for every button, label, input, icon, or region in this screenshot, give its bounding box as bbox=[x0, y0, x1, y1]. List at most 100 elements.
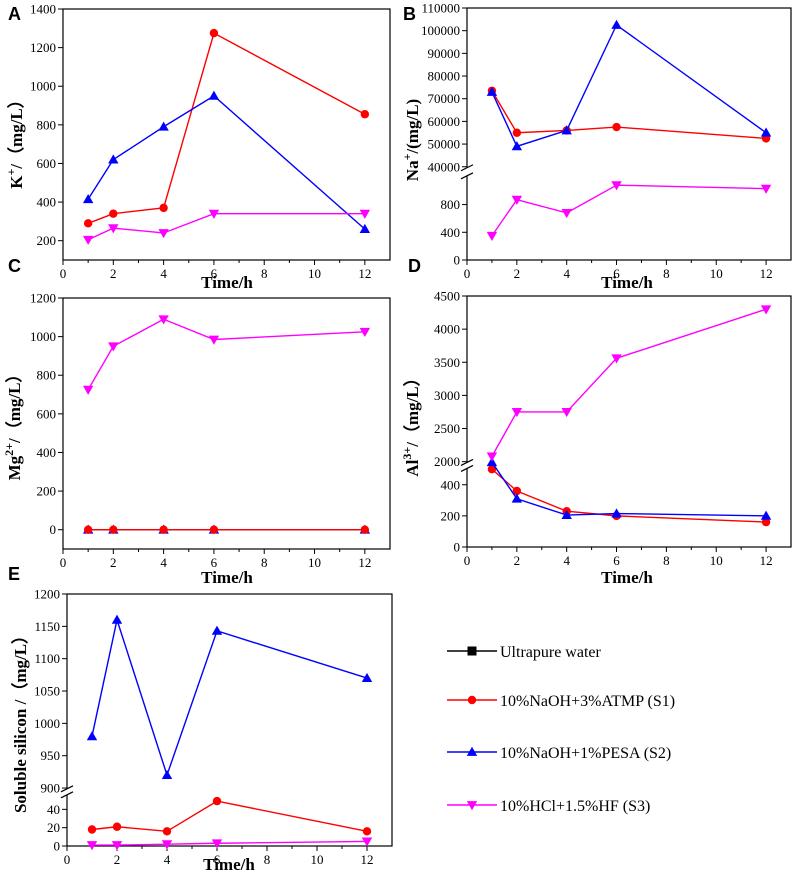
series-line-s2 bbox=[87, 95, 366, 230]
x-tick-label: 8 bbox=[663, 553, 670, 568]
x-axis-label: Time/h bbox=[203, 855, 255, 874]
series-line-s3 bbox=[87, 318, 365, 391]
legend-marker bbox=[467, 646, 477, 656]
y-axis-label: Na+/(mg/L) bbox=[400, 99, 422, 181]
y-tick-label: 400 bbox=[37, 195, 57, 210]
x-tick-label: 10 bbox=[311, 852, 324, 867]
x-tick-label: 6 bbox=[613, 266, 620, 281]
data-point-s3 bbox=[359, 327, 371, 337]
series-line-s1 bbox=[87, 32, 366, 224]
legend: Ultrapure water 10%NaOH+3%ATMP (S1) 10%NaO… bbox=[447, 644, 675, 815]
data-point-s3 bbox=[111, 841, 123, 851]
y-tick-label: 1400 bbox=[30, 2, 56, 17]
legend-marker bbox=[466, 746, 478, 756]
y-tick-label: 70000 bbox=[428, 91, 461, 106]
plot-frame bbox=[466, 7, 792, 261]
y-tick-label: 600 bbox=[37, 156, 57, 171]
x-tick-label: 10 bbox=[308, 266, 321, 281]
y-tick-label: 950 bbox=[41, 748, 61, 763]
x-tick-label: 12 bbox=[361, 852, 374, 867]
legend-item-s2: 10%NaOH+1%PESA (S2) bbox=[447, 745, 671, 762]
legend-label: 10%NaOH+3%ATMP (S1) bbox=[500, 693, 675, 710]
data-point-s1 bbox=[109, 525, 118, 534]
series-line-s1 bbox=[91, 800, 368, 833]
series-line-s3 bbox=[491, 308, 767, 457]
y-tick-label: 1200 bbox=[30, 40, 56, 55]
data-point-s3 bbox=[561, 208, 572, 219]
y-tick-label: 40000 bbox=[428, 159, 461, 174]
x-tick-label: 8 bbox=[261, 266, 268, 281]
panel-letter: C bbox=[8, 256, 21, 276]
y-tick-label: 200 bbox=[441, 508, 461, 523]
y-tick-label: 3500 bbox=[434, 355, 460, 370]
x-tick-label: 6 bbox=[211, 555, 218, 570]
plot-frame bbox=[66, 593, 393, 847]
x-tick-label: 2 bbox=[514, 553, 521, 568]
x-tick-label: 4 bbox=[164, 852, 171, 867]
x-tick-label: 12 bbox=[358, 266, 371, 281]
data-point-s3 bbox=[486, 231, 498, 241]
x-tick-label: 6 bbox=[613, 553, 620, 568]
y-axis-label: K+/（mg/L） bbox=[4, 91, 26, 189]
legend-label: 10%HCl+1.5%HF (S3) bbox=[500, 798, 650, 815]
data-point-s3 bbox=[108, 224, 119, 234]
x-tick-label: 12 bbox=[760, 553, 773, 568]
x-tick-label: 8 bbox=[261, 555, 268, 570]
series-line-s3 bbox=[87, 212, 365, 241]
y-axis-label: Soluble silicon /（mg/L） bbox=[10, 627, 30, 813]
y-tick-label: 60000 bbox=[428, 114, 461, 129]
x-tick-label: 2 bbox=[114, 852, 121, 867]
x-tick-label: 0 bbox=[64, 852, 71, 867]
panel-letter: A bbox=[8, 4, 21, 24]
data-point-s1 bbox=[87, 825, 97, 834]
x-axis-label: Time/h bbox=[601, 273, 653, 292]
data-point-s1 bbox=[112, 822, 122, 831]
data-point-s2 bbox=[208, 90, 220, 100]
y-tick-label: 1000 bbox=[30, 79, 56, 94]
y-tick-label: 40 bbox=[47, 802, 60, 817]
y-tick-label: 110000 bbox=[421, 1, 460, 16]
data-point-s3 bbox=[158, 229, 169, 239]
data-point-s1 bbox=[83, 525, 93, 534]
y-tick-label: 20 bbox=[47, 820, 60, 835]
data-point-s3 bbox=[108, 342, 119, 352]
data-point-s1 bbox=[512, 486, 522, 496]
series-line-s1 bbox=[491, 90, 767, 140]
data-point-s1 bbox=[761, 517, 771, 527]
chart-panel-E: E 0 2 4 6 8 10 12 0 20 40 900 950 1000 1050 1100 1150 120… bbox=[8, 564, 393, 874]
y-tick-label: 50000 bbox=[428, 137, 461, 152]
data-point-s1 bbox=[360, 525, 370, 534]
data-point-s3 bbox=[486, 452, 498, 462]
x-axis-label: Time/h bbox=[201, 568, 253, 587]
data-point-s3 bbox=[361, 837, 373, 847]
y-tick-label: 0 bbox=[54, 839, 61, 854]
x-tick-label: 2 bbox=[110, 555, 117, 570]
axis-break-mark bbox=[460, 164, 474, 172]
y-tick-label: 0 bbox=[50, 522, 57, 537]
plot-frame bbox=[62, 8, 391, 261]
legend-label: 10%NaOH+1%PESA (S2) bbox=[500, 745, 671, 762]
data-point-s1 bbox=[83, 219, 93, 228]
data-point-s1 bbox=[360, 110, 370, 119]
series-line-s2 bbox=[491, 461, 767, 517]
x-tick-label: 12 bbox=[760, 266, 773, 281]
y-tick-label: 3000 bbox=[434, 388, 460, 403]
y-tick-label: 1000 bbox=[34, 716, 60, 731]
data-point-s2 bbox=[611, 19, 622, 29]
y-tick-label: 800 bbox=[37, 368, 57, 383]
y-tick-label: 400 bbox=[441, 477, 461, 492]
axis-break-mark bbox=[60, 785, 74, 793]
data-point-s1 bbox=[212, 796, 222, 806]
data-point-s3 bbox=[359, 209, 371, 219]
data-point-s3 bbox=[161, 840, 173, 850]
data-point-s2 bbox=[86, 731, 98, 741]
data-point-s2 bbox=[82, 193, 94, 204]
y-tick-label: 200 bbox=[37, 233, 57, 248]
y-tick-label: 1150 bbox=[34, 619, 60, 634]
data-point-s1 bbox=[209, 28, 219, 38]
axis-break-gap bbox=[463, 167, 471, 176]
axis-break-gap bbox=[63, 788, 71, 795]
data-point-s2 bbox=[760, 127, 772, 137]
data-point-s1 bbox=[209, 525, 219, 534]
